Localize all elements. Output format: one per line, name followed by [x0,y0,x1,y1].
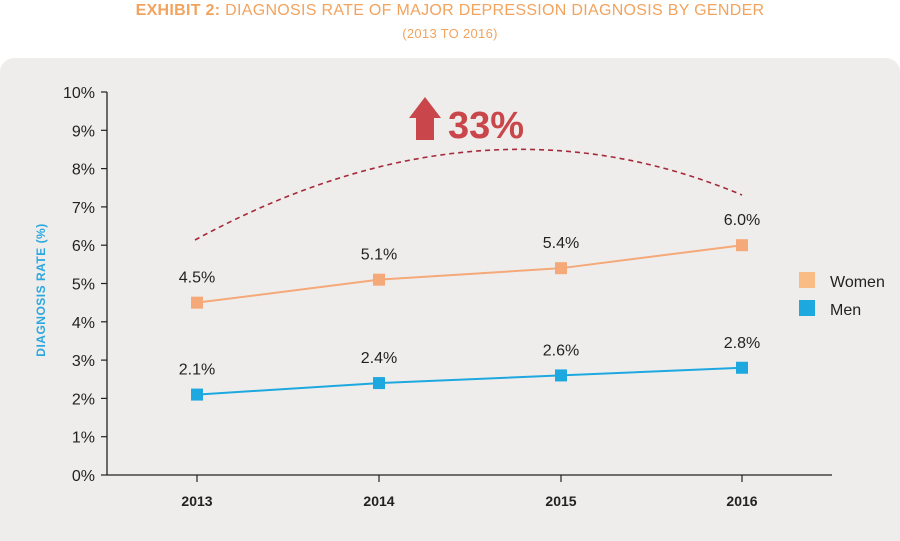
y-tick-label: 4% [72,315,95,332]
chart-header: EXHIBIT 2: DIAGNOSIS RATE OF MAJOR DEPRE… [0,0,900,58]
data-point [555,369,567,382]
y-tick-label: 2% [72,391,95,408]
callout-value: 33% [448,105,524,147]
data-label: 2.8% [724,335,760,352]
chart-title-text: DIAGNOSIS RATE OF MAJOR DEPRESSION DIAGN… [220,2,765,19]
y-tick-label: 10% [63,85,95,102]
x-tick-label: 2014 [363,493,394,509]
y-axis-ticks: 0% 1% 2% 3% 4% 5% 6% 7% 8% 9% 10% [63,85,107,485]
y-tick-label: 9% [72,123,95,140]
legend: Women Men [799,272,885,319]
y-axis-label: DIAGNOSIS RATE (%) [34,223,48,356]
chart-axes [106,92,832,476]
chart-panel [0,58,900,541]
series-men: 2.1% 2.4% 2.6% 2.8% [179,335,760,401]
legend-swatch [799,300,815,316]
up-arrow-icon [409,97,441,140]
series-line [196,244,743,304]
x-axis-ticks: 2013 2014 2015 2016 [181,475,758,509]
data-label: 2.6% [543,342,579,359]
legend-label: Men [830,302,861,319]
y-tick-label: 8% [72,162,95,179]
x-tick-label: 2016 [726,493,757,509]
y-tick-label: 5% [72,277,95,294]
x-tick-label: 2013 [181,493,212,509]
data-label: 5.1% [361,247,397,264]
y-tick-label: 3% [72,353,95,370]
data-point [373,273,385,286]
trend-arc [194,148,743,241]
data-label: 2.4% [361,350,397,367]
legend-label: Women [830,274,885,291]
legend-swatch [799,272,815,288]
chart-title: EXHIBIT 2: DIAGNOSIS RATE OF MAJOR DEPRE… [0,2,900,20]
series-line [196,366,743,396]
y-tick-label: 6% [72,238,95,255]
data-point [736,361,748,374]
chart-title-prefix: EXHIBIT 2: [135,2,221,19]
data-label: 5.4% [543,235,579,252]
y-tick-label: 0% [72,468,95,485]
y-tick-label: 7% [72,200,95,217]
y-tick-label: 1% [72,430,95,447]
data-point [373,377,385,390]
series-women: 4.5% 5.1% 5.4% 6.0% [179,212,760,309]
series-group: 4.5% 5.1% 5.4% 6.0% 2.1% 2.4% 2.6% 2.8% [179,212,760,401]
data-label: 4.5% [179,270,215,287]
data-point [191,388,203,401]
x-tick-label: 2015 [545,493,576,509]
data-label: 2.1% [179,362,215,379]
chart-subtitle: (2013 TO 2016) [402,26,498,41]
data-point [555,262,567,275]
growth-callout: 33% [409,97,524,147]
data-label: 6.0% [724,212,760,229]
data-point [736,239,748,252]
data-point [191,296,203,309]
